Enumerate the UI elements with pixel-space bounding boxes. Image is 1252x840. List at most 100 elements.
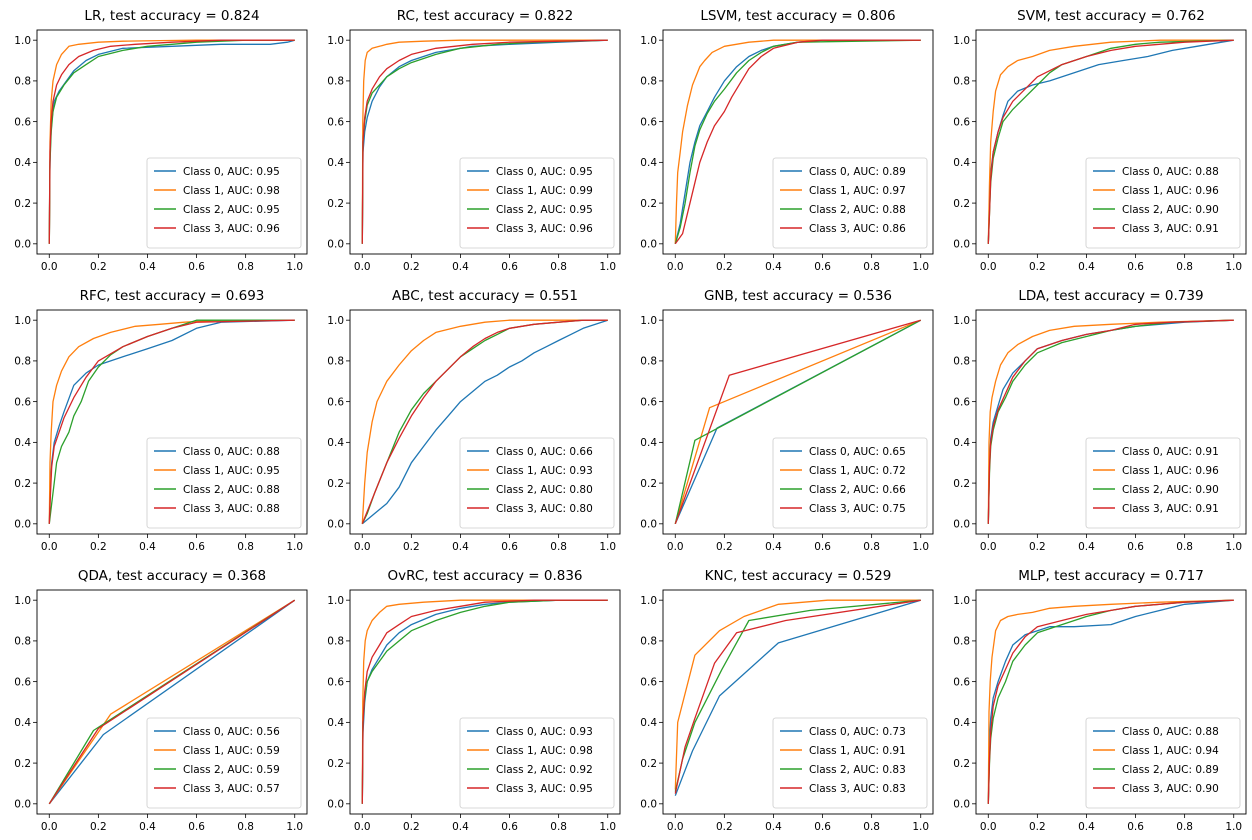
legend-label-class-0: Class 0, AUC: 0.65 — [809, 446, 906, 458]
roc-panel-8: QDA, test accuracy = 0.368 0.0 0.2 0.4 0.6 0.… — [0, 560, 313, 840]
x-tick-label: 0.6 — [814, 821, 831, 833]
y-tick-label: 0.8 — [640, 636, 657, 648]
legend: Class 0, AUC: 0.88 Class 1, AUC: 0.96 Clas… — [1085, 157, 1241, 249]
chart-title: GNB, test accuracy = 0.536 — [704, 288, 892, 304]
y-tick-label: 0.4 — [953, 437, 970, 449]
y-tick-label: 0.8 — [14, 356, 31, 368]
y-tick-label: 1.0 — [14, 595, 31, 607]
axes-frame — [349, 29, 621, 255]
legend-label-class-1: Class 1, AUC: 0.59 — [183, 745, 280, 757]
legend-label-class-1: Class 1, AUC: 0.72 — [809, 465, 906, 477]
legend-label-class-0: Class 0, AUC: 0.73 — [809, 726, 906, 738]
x-tick-label: 1.0 — [599, 261, 616, 273]
legend-label-class-2: Class 2, AUC: 0.59 — [183, 764, 280, 776]
y-tick-label: 0.2 — [327, 758, 344, 770]
x-tick-label: 0.0 — [354, 541, 371, 553]
x-tick-label: 0.6 — [501, 541, 518, 553]
x-tick-label: 0.4 — [1078, 821, 1095, 833]
x-tick-label: 0.0 — [980, 261, 997, 273]
x-tick-label: 0.2 — [716, 541, 733, 553]
roc-chart-2: LSVM, test accuracy = 0.806 0.0 0.2 0.4 0.6 0… — [640, 8, 934, 273]
x-tick-label: 0.8 — [237, 821, 254, 833]
x-tick-label: 1.0 — [1225, 821, 1242, 833]
roc-chart-0: LR, test accuracy = 0.824 0.0 0.2 0.4 0.6 0.8… — [14, 8, 308, 273]
legend-label-class-3: Class 3, AUC: 0.90 — [1122, 783, 1219, 795]
x-tick-label: 0.4 — [765, 261, 782, 273]
y-tick-label: 0.8 — [327, 76, 344, 88]
legend-label-class-3: Class 3, AUC: 0.96 — [183, 223, 280, 235]
y-tick-label: 1.0 — [327, 315, 344, 327]
y-tick-label: 0.2 — [14, 478, 31, 490]
legend-label-class-2: Class 2, AUC: 0.90 — [1122, 484, 1219, 496]
y-tick-label: 1.0 — [640, 595, 657, 607]
legend-label-class-0: Class 0, AUC: 0.89 — [809, 166, 906, 178]
y-tick-label: 0.2 — [327, 198, 344, 210]
x-tick-label: 0.6 — [188, 261, 205, 273]
x-tick-label: 0.2 — [716, 821, 733, 833]
x-tick-label: 0.2 — [403, 261, 420, 273]
roc-chart-8: QDA, test accuracy = 0.368 0.0 0.2 0.4 0.6 0.… — [14, 568, 308, 833]
legend: Class 0, AUC: 0.89 Class 1, AUC: 0.97 Clas… — [772, 157, 928, 249]
y-tick-label: 0.2 — [14, 758, 31, 770]
x-tick-label: 0.2 — [716, 261, 733, 273]
x-tick-label: 0.8 — [863, 261, 880, 273]
x-tick-label: 0.8 — [863, 541, 880, 553]
x-tick-label: 0.0 — [41, 821, 58, 833]
legend-label-class-2: Class 2, AUC: 0.83 — [809, 764, 906, 776]
roc-curve-class-1 — [987, 599, 1234, 804]
x-tick-label: 0.6 — [501, 821, 518, 833]
roc-curve-class-2 — [674, 319, 922, 524]
y-tick-label: 0.0 — [953, 799, 970, 811]
y-tick-label: 0.6 — [327, 116, 344, 128]
legend-label-class-2: Class 2, AUC: 0.80 — [496, 484, 593, 496]
roc-chart-7: LDA, test accuracy = 0.739 0.0 0.2 0.4 0.6 0.… — [953, 288, 1247, 553]
legend-box — [459, 157, 615, 249]
y-tick-label: 1.0 — [953, 315, 970, 327]
y-tick-label: 0.4 — [14, 717, 31, 729]
y-tick-label: 0.2 — [327, 478, 344, 490]
roc-curve-class-0 — [987, 599, 1234, 804]
roc-curve-class-1 — [48, 319, 295, 524]
roc-panel-11: MLP, test accuracy = 0.717 0.0 0.2 0.4 0.6 0.… — [939, 560, 1252, 840]
legend-label-class-3: Class 3, AUC: 0.96 — [496, 223, 593, 235]
x-tick-label: 1.0 — [1225, 541, 1242, 553]
legend-label-class-0: Class 0, AUC: 0.88 — [1122, 726, 1219, 738]
x-tick-label: 0.8 — [237, 261, 254, 273]
x-tick-label: 1.0 — [912, 261, 929, 273]
y-tick-label: 0.0 — [640, 799, 657, 811]
y-tick-label: 0.0 — [953, 239, 970, 251]
y-tick-label: 0.4 — [640, 437, 657, 449]
x-tick-label: 0.0 — [354, 821, 371, 833]
roc-chart-4: RFC, test accuracy = 0.693 0.0 0.2 0.4 0.6 0.… — [14, 288, 308, 553]
roc-curve-class-3 — [674, 39, 921, 245]
roc-curve-class-1 — [361, 599, 608, 804]
legend: Class 0, AUC: 0.73 Class 1, AUC: 0.91 Clas… — [772, 717, 928, 809]
y-tick-label: 1.0 — [14, 315, 31, 327]
y-tick-label: 0.4 — [327, 717, 344, 729]
y-tick-label: 1.0 — [327, 595, 344, 607]
y-tick-label: 0.6 — [953, 676, 970, 688]
y-tick-label: 0.8 — [640, 76, 657, 88]
x-tick-label: 1.0 — [286, 261, 303, 273]
legend-label-class-2: Class 2, AUC: 0.88 — [809, 204, 906, 216]
roc-curve-class-2 — [361, 599, 608, 804]
axes-frame — [349, 309, 621, 535]
y-tick-label: 0.8 — [640, 356, 657, 368]
roc-curve-class-1 — [674, 39, 921, 244]
roc-curve-class-1 — [987, 319, 1234, 524]
x-tick-label: 0.2 — [1029, 821, 1046, 833]
roc-curve-class-3 — [361, 319, 608, 525]
legend: Class 0, AUC: 0.93 Class 1, AUC: 0.98 Clas… — [459, 717, 615, 809]
roc-curve-class-3 — [48, 319, 295, 524]
y-tick-label: 0.8 — [953, 356, 970, 368]
y-tick-label: 0.0 — [640, 519, 657, 531]
x-tick-label: 0.2 — [1029, 261, 1046, 273]
chart-title: LDA, test accuracy = 0.739 — [1018, 288, 1203, 304]
legend-label-class-1: Class 1, AUC: 0.96 — [1122, 465, 1219, 477]
y-tick-label: 0.4 — [953, 717, 970, 729]
roc-panel-9: OvRC, test accuracy = 0.836 0.0 0.2 0.4 0.6 0… — [313, 560, 626, 840]
x-tick-label: 0.4 — [765, 541, 782, 553]
y-tick-label: 0.0 — [14, 239, 31, 251]
legend-box — [146, 157, 302, 249]
x-tick-label: 0.2 — [90, 541, 107, 553]
